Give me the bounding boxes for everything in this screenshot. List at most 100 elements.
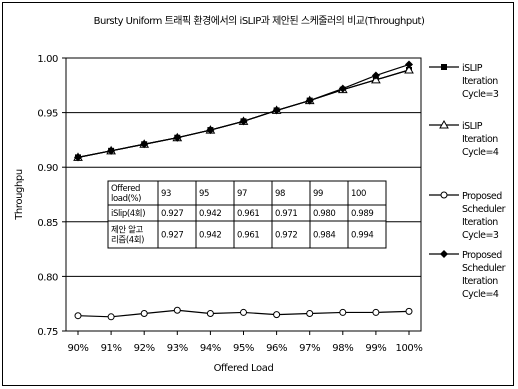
data-point (405, 60, 413, 69)
legend: iSLIP Iteration Cycle=3 iSLIP Iteration Cycle… (429, 63, 506, 300)
legend-label: iSLIP (462, 63, 483, 74)
series-line (77, 69, 410, 158)
legend-label: Proposed (462, 191, 502, 202)
legend-entry-1: iSLIP Iteration Cycle=3 (429, 63, 499, 100)
series-line (77, 69, 410, 158)
data-point (206, 310, 214, 318)
data-point (305, 96, 314, 105)
x-tick-label: 95% (233, 343, 254, 354)
data-point (240, 308, 247, 316)
table-cell-text: 리즘(4회) (111, 236, 144, 246)
table-cell-text: 0.989 (351, 209, 373, 219)
legend-marker (440, 250, 448, 258)
table-cell-text: iSlip(4회) (111, 209, 145, 219)
series-2 (73, 65, 414, 161)
y-tick-label: 0.80 (37, 272, 58, 283)
y-tick-label: 0.95 (37, 109, 58, 120)
legend-label: Proposed (462, 250, 502, 261)
table-cell-text: 0.984 (313, 231, 335, 241)
legend-label: Iteration (462, 134, 498, 145)
legend-label: Scheduler (462, 263, 506, 274)
series-4 (74, 60, 413, 162)
y-axis-label: Throughpu (14, 169, 25, 221)
legend-label: Cycle=3 (462, 89, 499, 100)
table-cell-text: 97 (237, 189, 247, 199)
legend-label: Iteration (462, 76, 498, 87)
data-point (140, 310, 148, 318)
x-tick-label: 100% (396, 343, 423, 354)
data-point (239, 117, 248, 126)
legend-label: Cycle=4 (462, 289, 499, 300)
y-tick-label: 1.00 (37, 54, 58, 65)
x-tick-label: 98% (332, 343, 353, 354)
y-axis: 0.75 0.80 0.85 0.90 0.95 1.00 (37, 54, 66, 338)
table-cell-text: 100 (351, 189, 366, 199)
table-cell-text: 0.961 (237, 231, 259, 241)
x-tick-label: 91% (101, 343, 122, 354)
y-tick-label: 0.75 (37, 327, 58, 338)
legend-label: Scheduler (462, 204, 506, 215)
data-point (206, 126, 215, 135)
table-cell-text: Offered (111, 184, 140, 194)
data-point (140, 140, 149, 149)
data-point (74, 153, 82, 162)
table-cell-text: 93 (161, 189, 171, 199)
legend-entry-4: Proposed Scheduler Iteration Cycle=4 (429, 250, 506, 300)
legend-label: Cycle=4 (462, 147, 499, 158)
x-tick-label: 92% (134, 343, 155, 354)
legend-entry-2: iSLIP Iteration Cycle=4 (429, 119, 499, 158)
data-point (339, 308, 347, 316)
table-cell-text: 0.942 (199, 231, 221, 241)
legend-label: Cycle=3 (462, 230, 499, 241)
data-point (107, 146, 116, 155)
table-cell (347, 220, 387, 249)
table-background (107, 180, 387, 249)
x-tick-label: 97% (299, 343, 320, 354)
table-cell-text: 0.927 (161, 209, 183, 219)
data-point (107, 313, 115, 321)
data-point (338, 84, 347, 93)
table-cell-text: 0.972 (275, 231, 297, 241)
table-cell-text: 0.980 (313, 209, 335, 219)
data-point (273, 311, 281, 319)
table-cell-text: 0.927 (161, 231, 183, 241)
series-3 (74, 306, 413, 321)
table-cell-text: 0.994 (351, 231, 373, 241)
legend-label: Iteration (462, 217, 498, 228)
y-tick-label: 0.85 (37, 218, 58, 229)
x-tick-label: 94% (200, 343, 221, 354)
legend-label: Iteration (462, 276, 498, 287)
x-tick-label: 99% (365, 343, 386, 354)
y-tick-label: 0.90 (37, 163, 58, 174)
data-point (74, 312, 82, 320)
table-cell-text: 98 (275, 189, 285, 199)
legend-label: iSLIP (462, 121, 483, 132)
data-point (372, 308, 380, 316)
legend-marker (440, 191, 448, 199)
legend-marker (439, 119, 449, 129)
x-axis-label: Offered Load (214, 363, 274, 374)
x-tick-label: 93% (167, 343, 188, 354)
legend-marker (441, 64, 447, 70)
series-line (77, 63, 410, 158)
data-point (173, 133, 182, 142)
data-point (306, 310, 314, 318)
chart-title: Bursty Uniform 트래픽 환경에서의 iSLIP과 제안된 스케줄러… (94, 14, 425, 27)
data-point (173, 306, 181, 314)
series-layer (73, 60, 414, 321)
table-cell-text: 0.961 (237, 209, 259, 219)
data-point (404, 65, 414, 74)
table-cell-text: 95 (199, 189, 209, 199)
x-tick-label: 90% (67, 343, 88, 354)
table-cell-text: 제안 알고 (111, 225, 144, 236)
data-point (371, 71, 380, 80)
x-tick-label: 96% (266, 343, 287, 354)
legend-entry-3: Proposed Scheduler Iteration Cycle=3 (429, 191, 506, 241)
table-cell-text: load(%) (111, 194, 141, 204)
x-axis: 90% 91% 92% 93% 94% 95% 96% 97% 98% 99% 100% (67, 331, 423, 354)
table-cell-text: 0.942 (199, 209, 221, 219)
table-cell-text: 99 (313, 189, 323, 199)
data-point (272, 106, 281, 115)
